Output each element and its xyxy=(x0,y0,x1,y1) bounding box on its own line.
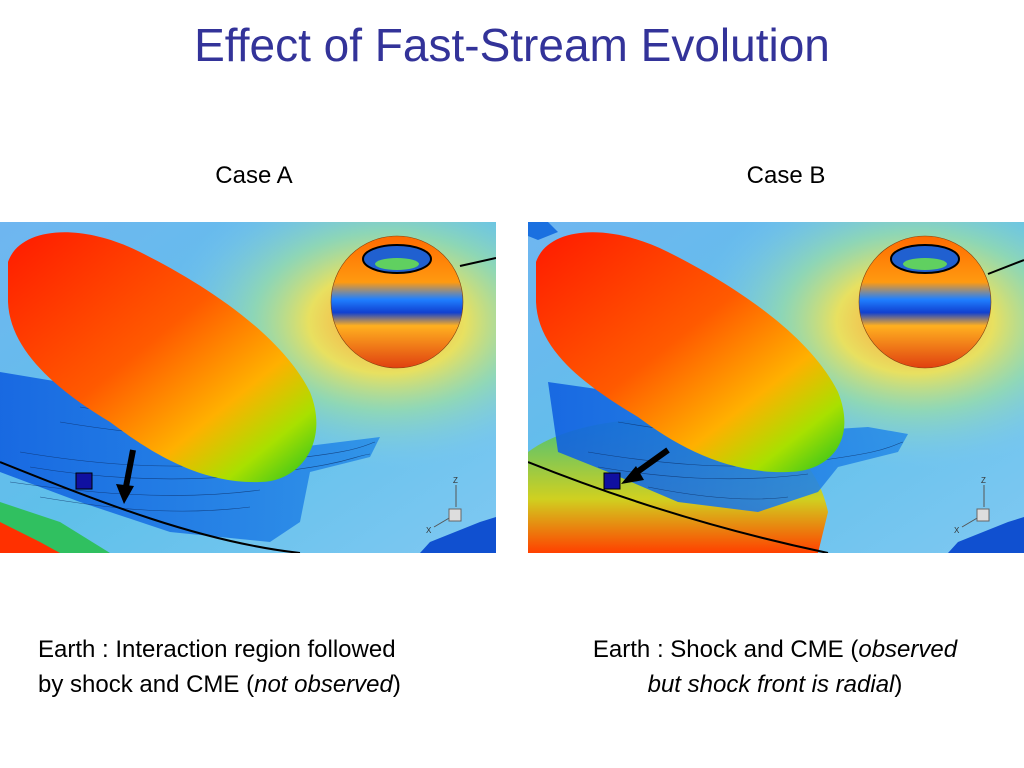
earth-marker xyxy=(603,472,621,490)
earth-arrow-head xyxy=(116,484,134,504)
lower-right-patch xyxy=(948,517,1024,553)
sun-sphere xyxy=(858,235,992,369)
case-b-caption-line-1: Earth : Shock and CME (observed xyxy=(540,632,1010,667)
caption-text: ) xyxy=(392,671,401,698)
caption-italic-text: not observed xyxy=(254,671,393,698)
cme-cloud xyxy=(536,232,845,473)
orbit-line-upper xyxy=(459,257,496,267)
case-a-label: Case A xyxy=(215,162,293,189)
upper-left-patch xyxy=(528,222,558,240)
case-a-caption: Earth : Interaction region followed by s… xyxy=(38,632,498,702)
earth-arrow-shaft xyxy=(122,449,136,493)
case-a-simulation-image: Z X xyxy=(0,222,496,553)
axis-triad: Z X xyxy=(426,476,462,535)
axis-x-label: X xyxy=(426,526,432,535)
case-b-caption: Earth : Shock and CME (observed but shoc… xyxy=(540,632,1010,702)
case-a-caption-line-1: Earth : Interaction region followed xyxy=(38,636,396,663)
lower-left-hot-region xyxy=(0,522,60,553)
case-b-caption-line-2: but shock front is radial) xyxy=(540,667,1010,702)
cme-cloud xyxy=(8,232,317,483)
caption-text: ) xyxy=(894,671,903,698)
axis-triad: Z X xyxy=(954,476,990,535)
sun-polar-cap xyxy=(375,258,419,270)
earth-marker xyxy=(75,472,93,490)
earth-arrow-shaft xyxy=(631,447,670,478)
slide-title: Effect of Fast-Stream Evolution xyxy=(194,19,830,71)
earth-arrow-head xyxy=(621,466,644,484)
axis-z-label: Z xyxy=(453,476,458,485)
case-b-label: Case B xyxy=(746,162,826,189)
sun-polar-cap xyxy=(903,258,947,270)
caption-italic-text: observed xyxy=(858,636,958,663)
sun-sphere xyxy=(330,235,464,369)
case-b-simulation-image: Z X xyxy=(528,222,1024,553)
caption-italic-text: but shock front is radial xyxy=(647,671,895,698)
orbit-line-upper xyxy=(987,259,1024,275)
lower-right-patch xyxy=(420,517,496,553)
caption-text: by shock and CME ( xyxy=(38,671,255,698)
earth-orbit-line xyxy=(528,461,829,553)
earth-orbit-line xyxy=(0,461,301,553)
case-a-caption-line-2: by shock and CME (not observed) xyxy=(38,667,498,702)
axis-z-label: Z xyxy=(981,476,986,485)
caption-text: Earth : Shock and CME ( xyxy=(592,636,859,663)
axis-x-label: X xyxy=(954,526,960,535)
